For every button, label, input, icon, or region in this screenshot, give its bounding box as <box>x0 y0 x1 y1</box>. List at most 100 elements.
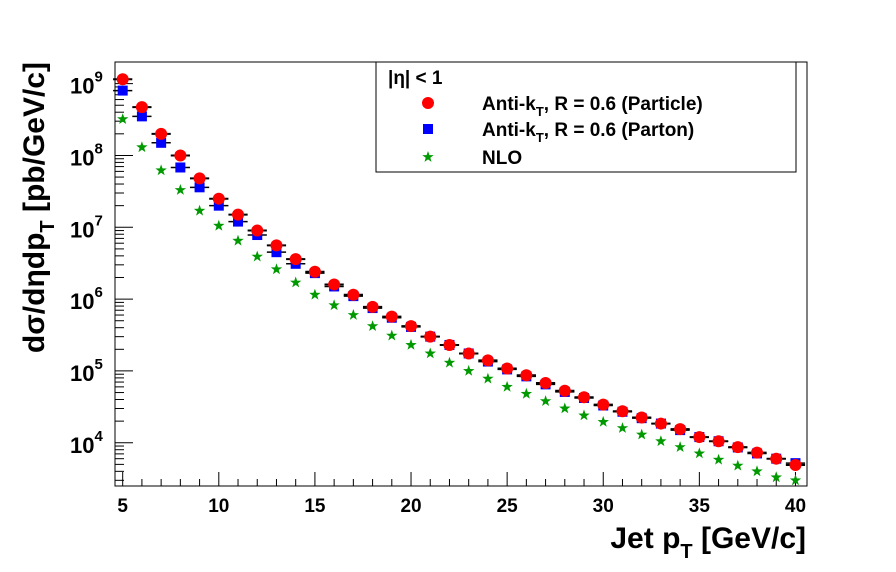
point-star <box>309 288 321 300</box>
x-axis-ticks: 5 10 15 20 25 30 35 40 <box>117 472 806 517</box>
point-circle <box>578 391 591 404</box>
legend-label: Anti-kT, R = 0.6 (Particle) <box>482 94 703 119</box>
legend-marker-star <box>422 151 434 162</box>
point-star <box>616 422 629 433</box>
point-star <box>424 347 436 359</box>
point-square <box>136 111 147 122</box>
x-tick-label: 5 <box>117 496 128 517</box>
point-star <box>732 459 744 471</box>
point-circle <box>693 431 706 444</box>
x-axis-title: Jet pT [GeV/c] <box>610 522 806 563</box>
point-star <box>578 409 590 421</box>
point-star <box>347 309 360 320</box>
point-circle <box>712 435 725 448</box>
point-circle <box>539 376 552 389</box>
point-circle <box>385 310 398 323</box>
point-star <box>251 250 263 262</box>
point-star <box>174 184 187 195</box>
point-star <box>539 395 552 406</box>
y-tick-label: 104 <box>70 428 103 458</box>
point-circle <box>212 192 225 205</box>
point-circle <box>289 253 302 266</box>
data-markers <box>116 73 802 486</box>
point-circle <box>193 172 206 185</box>
point-star <box>213 219 225 231</box>
point-circle <box>731 441 744 454</box>
point-square <box>194 182 205 193</box>
point-circle <box>270 239 283 252</box>
point-circle <box>789 459 802 472</box>
x-tick-label: 30 <box>593 496 614 517</box>
point-star <box>193 204 206 216</box>
point-star <box>559 402 571 414</box>
point-circle <box>481 354 494 367</box>
point-circle <box>635 411 648 424</box>
point-circle <box>347 288 360 301</box>
point-square <box>156 137 167 148</box>
point-star <box>674 441 686 452</box>
point-star <box>136 141 148 153</box>
point-square <box>233 216 244 227</box>
point-star <box>597 415 609 427</box>
point-star <box>270 263 283 275</box>
legend: |η| < 1 Anti-kT, R = 0.6 (Particle)Anti-… <box>375 61 797 173</box>
point-circle <box>501 362 514 375</box>
y-tick-label: 108 <box>70 140 103 170</box>
point-star <box>636 428 648 440</box>
point-circle <box>116 73 129 86</box>
point-circle <box>751 446 764 459</box>
legend-marker-square <box>423 124 433 134</box>
y-axis-title: dσ/dηdpT [pb/GeV/c] <box>18 62 59 353</box>
y-axis-ticks: 104 105 106 107 108 109 <box>70 61 133 481</box>
point-star <box>386 329 398 341</box>
y-tick-label: 107 <box>70 212 103 242</box>
point-circle <box>308 265 321 278</box>
x-tick-label: 10 <box>208 496 229 517</box>
y-tick-label: 106 <box>70 284 103 314</box>
point-star <box>712 453 725 465</box>
point-star <box>655 435 667 447</box>
legend-label: Anti-kT, R = 0.6 (Parton) <box>482 120 694 145</box>
point-star <box>117 113 129 124</box>
point-square <box>271 247 282 258</box>
point-circle <box>616 405 629 418</box>
point-star <box>463 364 475 376</box>
y-tick-label: 109 <box>70 69 103 99</box>
point-circle <box>251 224 264 237</box>
x-tick-label: 20 <box>400 496 421 517</box>
point-circle <box>674 423 687 436</box>
legend-box <box>375 61 797 173</box>
point-circle <box>366 300 379 313</box>
point-circle <box>462 347 475 360</box>
point-circle <box>135 101 148 114</box>
point-circle <box>424 330 437 343</box>
point-star <box>290 276 302 288</box>
point-circle <box>328 278 341 291</box>
point-circle <box>597 398 610 411</box>
point-star <box>443 356 456 368</box>
legend-marker-circle <box>422 97 434 109</box>
point-star <box>520 387 533 399</box>
point-star <box>405 338 417 350</box>
point-circle <box>558 384 571 397</box>
point-circle <box>155 127 168 140</box>
point-star <box>789 474 802 486</box>
legend-header: |η| < 1 <box>388 68 443 89</box>
point-circle <box>232 208 245 221</box>
point-star <box>328 299 340 311</box>
point-circle <box>174 149 187 162</box>
x-tick-label: 40 <box>785 496 806 517</box>
point-star <box>751 465 763 477</box>
legend-entries: Anti-kT, R = 0.6 (Particle)Anti-kT, R = … <box>422 94 703 169</box>
x-tick-label: 15 <box>304 496 326 517</box>
point-circle <box>654 417 667 430</box>
point-square <box>175 162 186 173</box>
point-star <box>155 164 167 176</box>
y-tick-label: 105 <box>70 356 103 386</box>
point-star <box>693 447 706 459</box>
point-circle <box>770 452 783 465</box>
point-star <box>366 320 379 331</box>
point-star <box>501 380 513 392</box>
point-star <box>232 234 244 246</box>
